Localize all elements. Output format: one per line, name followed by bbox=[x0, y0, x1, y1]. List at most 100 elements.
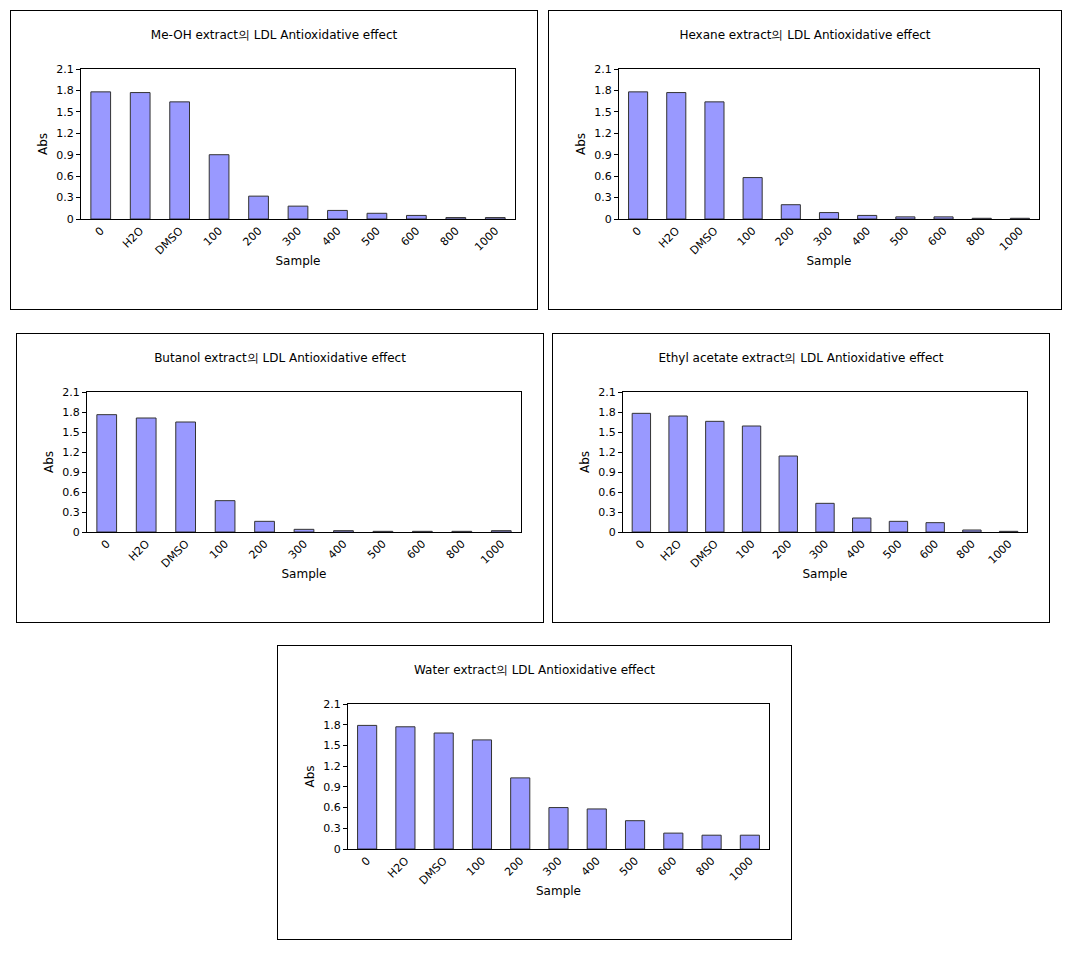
svg-text:600: 600 bbox=[404, 538, 428, 562]
svg-text:800: 800 bbox=[438, 225, 462, 249]
svg-text:2.1: 2.1 bbox=[323, 698, 341, 711]
svg-text:1000: 1000 bbox=[478, 538, 507, 567]
svg-text:200: 200 bbox=[247, 538, 271, 562]
svg-text:100: 100 bbox=[735, 225, 759, 249]
svg-text:800: 800 bbox=[964, 225, 988, 249]
svg-text:400: 400 bbox=[849, 225, 873, 249]
svg-text:100: 100 bbox=[734, 538, 758, 562]
svg-text:1000: 1000 bbox=[997, 225, 1026, 254]
svg-text:0: 0 bbox=[609, 526, 616, 539]
svg-text:0.6: 0.6 bbox=[598, 486, 616, 499]
svg-text:0.6: 0.6 bbox=[594, 170, 612, 183]
svg-text:500: 500 bbox=[887, 225, 911, 249]
svg-text:200: 200 bbox=[770, 538, 794, 562]
svg-text:0.6: 0.6 bbox=[323, 801, 341, 814]
svg-text:H2O: H2O bbox=[658, 537, 684, 563]
svg-text:Hexane extract의 LDL Antioxidat: Hexane extract의 LDL Antioxidative effect bbox=[679, 28, 930, 42]
svg-text:Abs: Abs bbox=[578, 451, 592, 473]
svg-text:H2O: H2O bbox=[120, 224, 146, 250]
svg-text:DMSO: DMSO bbox=[153, 224, 186, 257]
svg-text:600: 600 bbox=[655, 855, 679, 879]
svg-text:0: 0 bbox=[605, 213, 612, 226]
svg-text:600: 600 bbox=[398, 225, 422, 249]
svg-text:100: 100 bbox=[464, 855, 488, 879]
svg-text:1000: 1000 bbox=[727, 855, 756, 884]
svg-text:1.2: 1.2 bbox=[62, 446, 80, 459]
svg-text:400: 400 bbox=[325, 538, 349, 562]
svg-text:0: 0 bbox=[67, 213, 74, 226]
svg-text:2.1: 2.1 bbox=[62, 386, 80, 399]
svg-text:1.5: 1.5 bbox=[594, 106, 612, 119]
svg-text:0.3: 0.3 bbox=[62, 506, 80, 519]
svg-text:0.3: 0.3 bbox=[598, 506, 616, 519]
svg-text:Sample: Sample bbox=[807, 254, 852, 268]
svg-text:0: 0 bbox=[359, 855, 373, 869]
svg-text:Me-OH extract의 LDL Antioxidati: Me-OH extract의 LDL Antioxidative effect bbox=[151, 28, 398, 42]
svg-text:600: 600 bbox=[917, 538, 941, 562]
svg-text:0.9: 0.9 bbox=[598, 466, 616, 479]
svg-text:DMSO: DMSO bbox=[417, 854, 450, 887]
svg-text:1.8: 1.8 bbox=[598, 406, 616, 419]
svg-text:H2O: H2O bbox=[126, 537, 152, 563]
svg-text:300: 300 bbox=[807, 538, 831, 562]
svg-text:500: 500 bbox=[617, 855, 641, 879]
svg-text:300: 300 bbox=[811, 225, 835, 249]
svg-text:400: 400 bbox=[579, 855, 603, 879]
svg-text:0: 0 bbox=[99, 538, 113, 552]
svg-text:1.5: 1.5 bbox=[62, 426, 80, 439]
svg-text:Sample: Sample bbox=[276, 254, 321, 268]
svg-text:200: 200 bbox=[773, 225, 797, 249]
svg-text:1.2: 1.2 bbox=[598, 446, 616, 459]
svg-text:500: 500 bbox=[365, 538, 389, 562]
svg-text:DMSO: DMSO bbox=[688, 224, 721, 257]
svg-text:300: 300 bbox=[286, 538, 310, 562]
svg-text:Sample: Sample bbox=[282, 567, 327, 581]
svg-text:Water extract의 LDL Antioxidati: Water extract의 LDL Antioxidative effect bbox=[414, 663, 655, 677]
svg-text:0.3: 0.3 bbox=[594, 191, 612, 204]
svg-text:Ethyl acetate extract의 LDL Ant: Ethyl acetate extract의 LDL Antioxidative… bbox=[658, 351, 943, 365]
svg-text:0.9: 0.9 bbox=[594, 149, 612, 162]
svg-text:0: 0 bbox=[93, 225, 107, 239]
svg-text:0.9: 0.9 bbox=[323, 781, 341, 794]
svg-text:0: 0 bbox=[73, 526, 80, 539]
svg-text:Abs: Abs bbox=[42, 451, 56, 473]
svg-text:0: 0 bbox=[334, 843, 341, 856]
svg-text:Abs: Abs bbox=[303, 765, 317, 787]
svg-text:800: 800 bbox=[444, 538, 468, 562]
svg-text:0.9: 0.9 bbox=[56, 149, 74, 162]
svg-text:1000: 1000 bbox=[472, 225, 501, 254]
svg-text:0: 0 bbox=[633, 538, 647, 552]
svg-text:800: 800 bbox=[694, 855, 718, 879]
svg-text:1000: 1000 bbox=[986, 538, 1015, 567]
svg-text:0.3: 0.3 bbox=[323, 822, 341, 835]
svg-text:200: 200 bbox=[241, 225, 265, 249]
svg-text:0.3: 0.3 bbox=[56, 191, 74, 204]
svg-text:Abs: Abs bbox=[36, 133, 50, 155]
svg-text:1.2: 1.2 bbox=[56, 127, 74, 140]
svg-text:H2O: H2O bbox=[385, 854, 411, 880]
svg-text:Sample: Sample bbox=[803, 567, 848, 581]
svg-text:1.5: 1.5 bbox=[56, 106, 74, 119]
svg-text:400: 400 bbox=[844, 538, 868, 562]
svg-text:1.8: 1.8 bbox=[323, 719, 341, 732]
svg-text:Sample: Sample bbox=[536, 884, 581, 898]
svg-text:Abs: Abs bbox=[574, 133, 588, 155]
svg-text:1.8: 1.8 bbox=[62, 406, 80, 419]
svg-text:0.6: 0.6 bbox=[62, 486, 80, 499]
svg-text:H2O: H2O bbox=[656, 224, 682, 250]
svg-text:1.2: 1.2 bbox=[594, 127, 612, 140]
svg-text:Butanol extract의 LDL Antioxida: Butanol extract의 LDL Antioxidative effec… bbox=[154, 351, 406, 365]
svg-text:100: 100 bbox=[201, 225, 225, 249]
svg-text:1.2: 1.2 bbox=[323, 760, 341, 773]
svg-text:200: 200 bbox=[502, 855, 526, 879]
svg-text:0.9: 0.9 bbox=[62, 466, 80, 479]
svg-text:1.5: 1.5 bbox=[323, 739, 341, 752]
svg-text:1.8: 1.8 bbox=[594, 84, 612, 97]
svg-text:DMSO: DMSO bbox=[159, 537, 192, 570]
svg-text:400: 400 bbox=[319, 225, 343, 249]
svg-text:1.8: 1.8 bbox=[56, 84, 74, 97]
svg-text:500: 500 bbox=[359, 225, 383, 249]
svg-text:2.1: 2.1 bbox=[598, 386, 616, 399]
svg-text:1.5: 1.5 bbox=[598, 426, 616, 439]
svg-text:2.1: 2.1 bbox=[594, 63, 612, 76]
